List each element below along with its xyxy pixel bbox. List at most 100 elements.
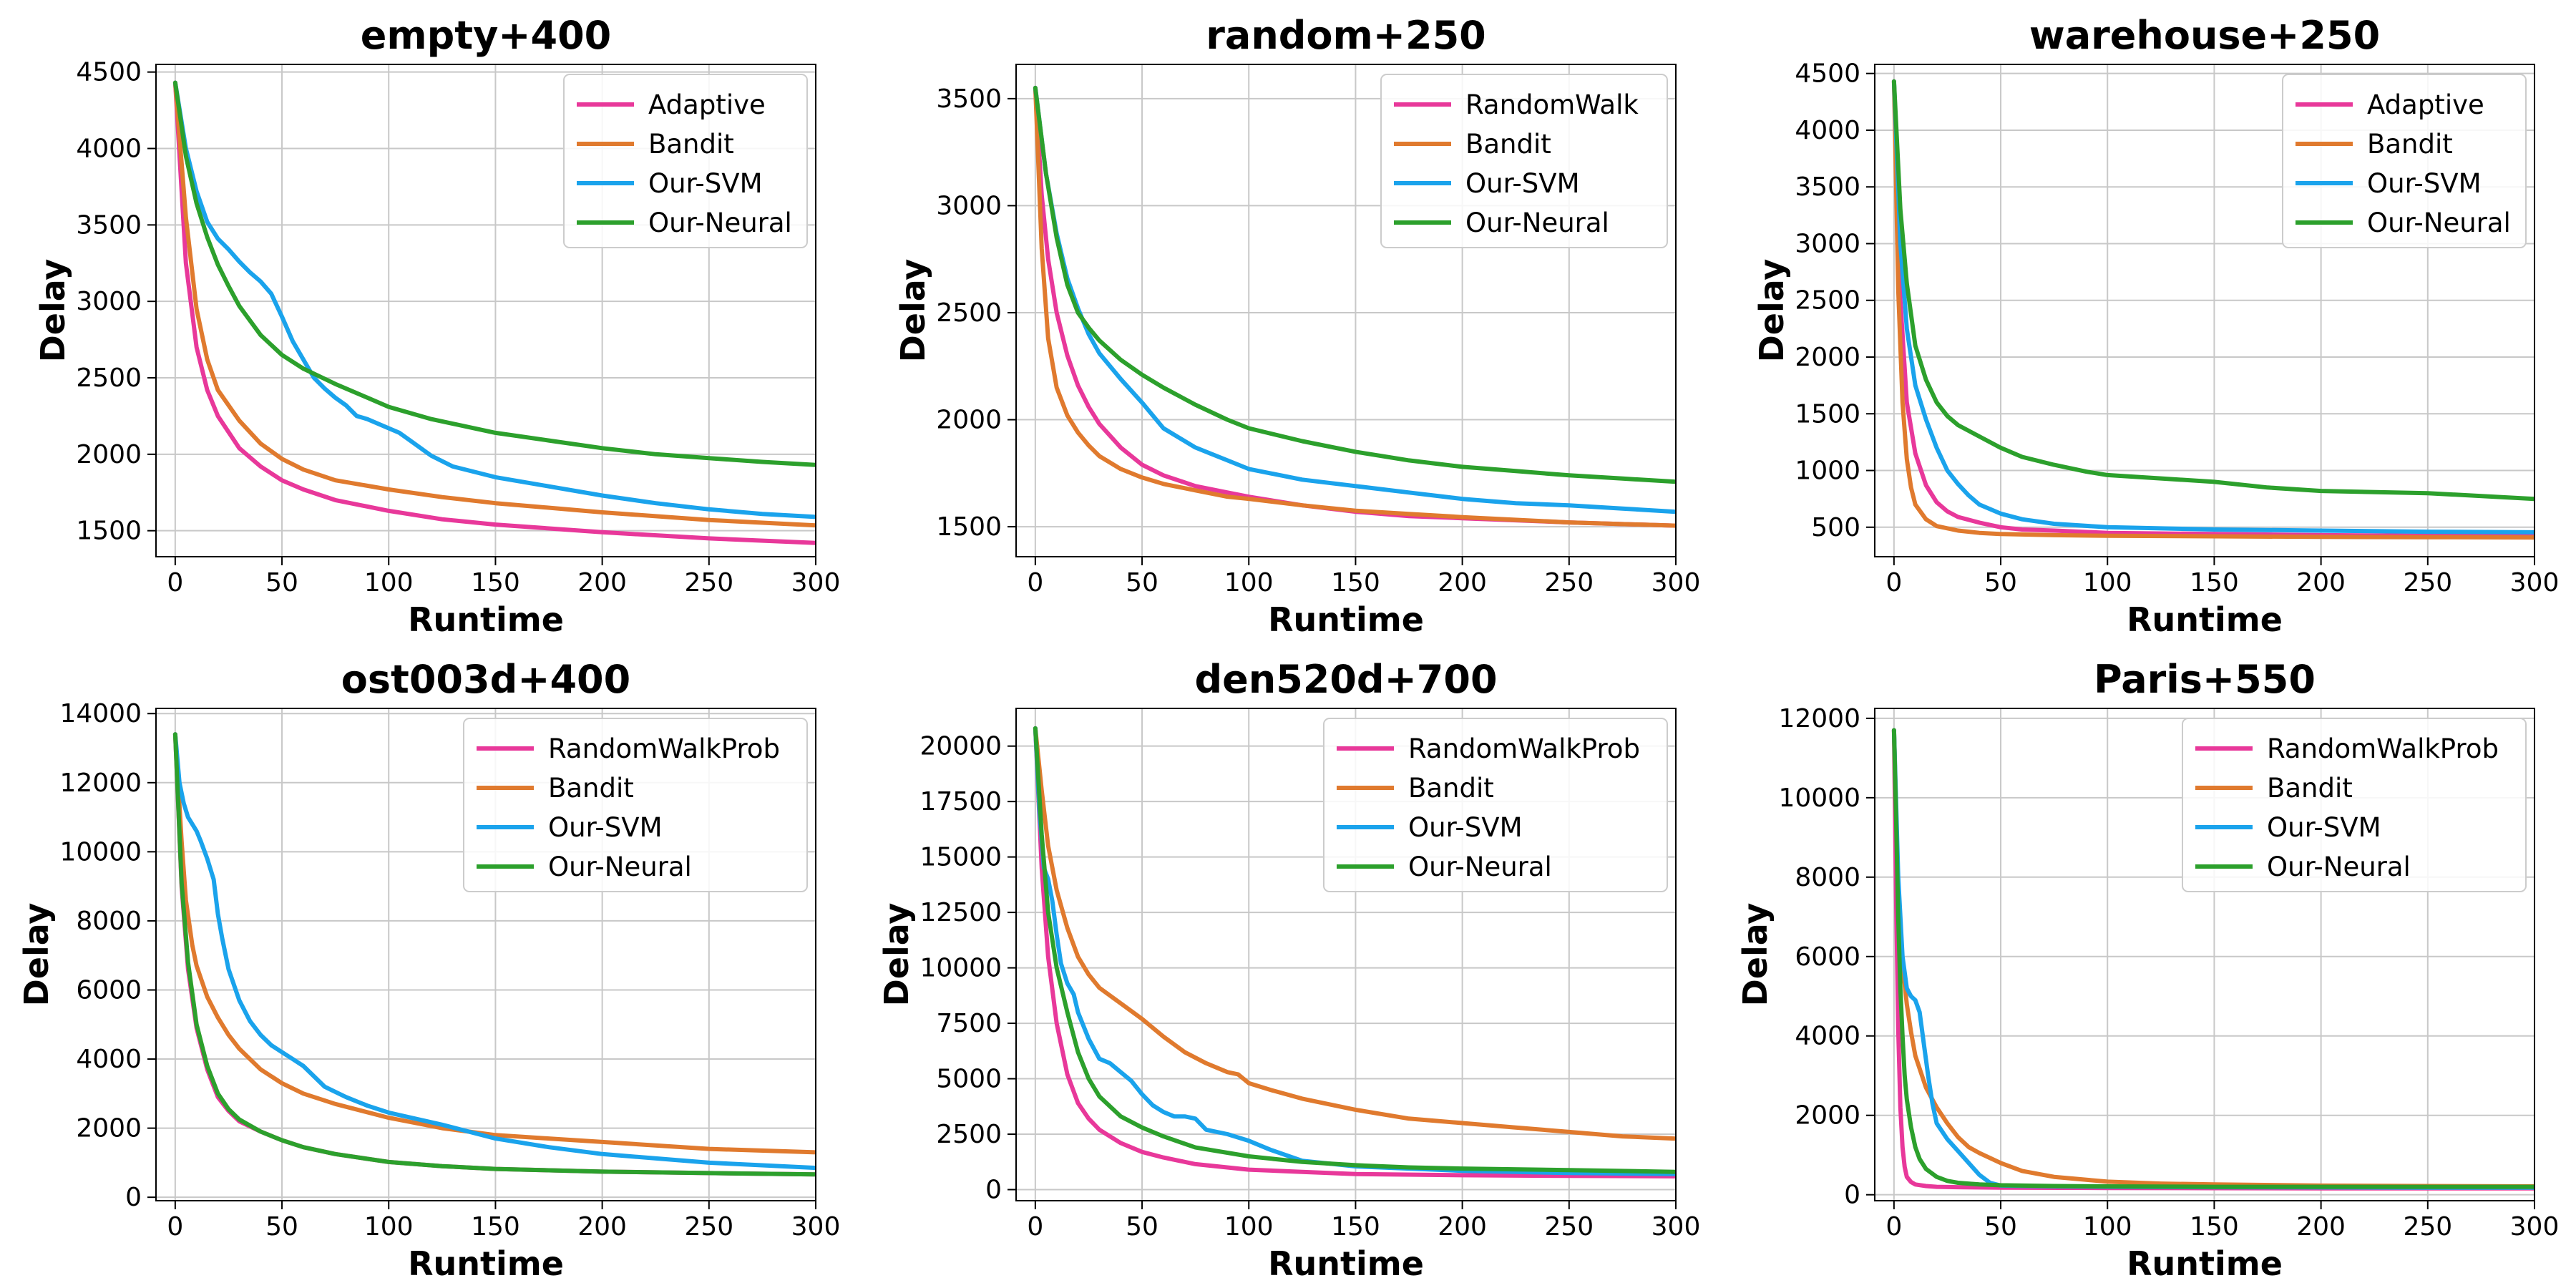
x-tick-label: 300 (2510, 1212, 2560, 1241)
chart-title: den520d+700 (1194, 657, 1497, 702)
legend-box (463, 718, 808, 892)
x-tick-label: 300 (791, 1212, 841, 1241)
legend-label-randomwalk: RandomWalk (1465, 89, 1639, 120)
legend-label-our-neural: Our-Neural (548, 852, 692, 882)
x-tick-label: 150 (471, 1212, 520, 1241)
x-tick-label: 250 (1544, 1212, 1594, 1241)
subplot-3: 0 50 100 150 200 250 300 500 1000 1500 2000 2500 300… (1752, 13, 2559, 639)
y-tick-label: 3000 (1795, 229, 1860, 258)
x-tick-label: 50 (265, 1212, 298, 1241)
x-tick-label: 200 (1438, 568, 1487, 597)
y-tick-label: 3500 (76, 210, 142, 240)
x-tick-label: 100 (364, 1212, 414, 1241)
x-tick-label: 300 (2510, 568, 2560, 597)
legend-box (1323, 718, 1668, 892)
y-tick-label: 2500 (936, 1120, 1002, 1149)
series-line-our-neural (1891, 79, 2534, 502)
legend: Adaptive Bandit Our-SVM Our-Neural (563, 74, 808, 248)
legend-box (2282, 74, 2527, 248)
y-tick-label: 4000 (76, 135, 142, 164)
y-tick-label: 5000 (936, 1065, 1002, 1094)
y-tick-label: 6000 (76, 975, 142, 1005)
legend-label-adaptive: Adaptive (2367, 89, 2484, 120)
x-tick-label: 250 (684, 1212, 733, 1241)
y-tick-label: 2500 (936, 298, 1002, 328)
x-tick-label: 200 (577, 1212, 627, 1241)
x-tick-label: 150 (471, 568, 520, 597)
y-tick-label: 3000 (936, 191, 1002, 220)
y-tick-label: 8000 (76, 907, 142, 936)
y-tick-label: 1500 (936, 512, 1002, 542)
legend: RandomWalkProb Bandit Our-SVM Our-Neural (463, 718, 808, 892)
legend-label-bandit: Bandit (648, 129, 734, 160)
chart-title: ost003d+400 (341, 657, 630, 702)
series-line-bandit (1891, 79, 2534, 540)
subplot-6: 0 50 100 150 200 250 300 0 2000 4000 6000 8000 10000… (1736, 657, 2559, 1283)
legend-label-randomwalkprob: RandomWalkProb (2267, 733, 2499, 764)
y-tick-label: 4000 (1795, 1022, 1860, 1051)
x-tick-label: 0 (167, 1212, 183, 1241)
y-tick-label: 8000 (1795, 863, 1860, 892)
legend: Adaptive Bandit Our-SVM Our-Neural (2282, 74, 2527, 248)
x-tick-label: 150 (1331, 1212, 1380, 1241)
series-line-our-svm (172, 80, 816, 519)
x-tick-label: 300 (1652, 568, 1701, 597)
series-line-our-neural (1033, 726, 1676, 1174)
y-tick-label: 2500 (76, 364, 142, 393)
legend-label-our-neural: Our-Neural (648, 208, 792, 238)
legend-label-bandit: Bandit (2367, 129, 2453, 160)
x-tick-label: 250 (2403, 1212, 2452, 1241)
legend-box (563, 74, 808, 248)
legend-label-our-svm: Our-SVM (1465, 168, 1580, 199)
x-axis-label: Runtime (1268, 1244, 1424, 1283)
x-axis-label: Runtime (2127, 600, 2283, 639)
y-tick-label: 0 (985, 1176, 1002, 1205)
series-line-randomwalkprob (1033, 726, 1676, 1179)
subplot-5: 0 50 100 150 200 250 300 0 2500 5000 7500 10000 1250… (877, 657, 1700, 1283)
legend-label-bandit: Bandit (2267, 773, 2353, 804)
x-tick-label: 100 (2083, 568, 2132, 597)
y-tick-label: 500 (1811, 513, 1860, 542)
x-tick-label: 200 (2296, 1212, 2346, 1241)
legend: RandomWalk Bandit Our-SVM Our-Neural (1380, 74, 1668, 248)
x-tick-label: 200 (1438, 1212, 1487, 1241)
y-tick-label: 2000 (76, 440, 142, 469)
x-tick-label: 50 (1126, 1212, 1158, 1241)
y-tick-label: 2000 (1795, 343, 1860, 372)
x-tick-label: 0 (1027, 1212, 1043, 1241)
legend-label-our-svm: Our-SVM (548, 812, 663, 843)
y-tick-label: 4000 (76, 1045, 142, 1074)
legend-label-our-neural: Our-Neural (2367, 208, 2511, 238)
legend-label-bandit: Bandit (548, 773, 634, 804)
series-line-our-neural (1891, 728, 2534, 1189)
subplot-4: 0 50 100 150 200 250 300 0 2000 4000 6000 8000 10000… (17, 657, 840, 1283)
y-axis-label: Delay (17, 903, 56, 1007)
y-tick-label: 3500 (1795, 172, 1860, 202)
x-tick-label: 50 (1984, 1212, 2017, 1241)
subplot-2: 0 50 100 150 200 250 300 1500 2000 2500 3000 3500 ra… (894, 13, 1700, 639)
y-tick-label: 12000 (1778, 704, 1860, 733)
y-tick-label: 1000 (1795, 457, 1860, 486)
y-tick-label: 17500 (919, 787, 1002, 816)
x-tick-label: 250 (684, 568, 733, 597)
plot-frame (1015, 708, 1677, 1201)
y-tick-label: 2000 (936, 406, 1002, 435)
series-group (1033, 726, 1676, 1179)
x-tick-label: 50 (265, 568, 298, 597)
plot-frame (1874, 64, 2535, 557)
chart-title: random+250 (1206, 13, 1486, 58)
legend-label-randomwalkprob: RandomWalkProb (548, 733, 780, 764)
x-tick-label: 300 (1652, 1212, 1701, 1241)
plot-frame (155, 708, 816, 1201)
series-line-our-neural (172, 732, 816, 1177)
series-group (1033, 85, 1676, 528)
x-tick-label: 100 (2083, 1212, 2132, 1241)
y-axis-label: Delay (1736, 903, 1775, 1007)
y-tick-label: 2000 (1795, 1101, 1860, 1131)
x-tick-label: 250 (2403, 568, 2452, 597)
legend-label-adaptive: Adaptive (648, 89, 766, 120)
legend-label-bandit: Bandit (1408, 773, 1494, 804)
x-tick-label: 200 (2296, 568, 2346, 597)
subplot-1: 0 50 100 150 200 250 300 1500 2000 2500 3000 3500 40… (34, 13, 840, 639)
legend-label-our-neural: Our-Neural (2267, 852, 2411, 882)
